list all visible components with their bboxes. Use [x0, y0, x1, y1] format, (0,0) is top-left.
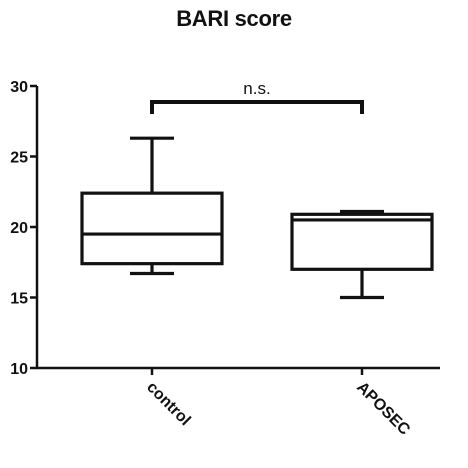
y-tick-label: 15: [10, 291, 28, 308]
y-tick-label: 10: [10, 361, 28, 378]
box-iqr: [290, 212, 434, 271]
significance-label: n.s.: [243, 79, 270, 98]
x-category-label: control: [143, 379, 193, 429]
y-tick-label: 30: [10, 79, 28, 96]
chart-title: BARI score: [176, 6, 292, 31]
x-category-label: APOSEC: [353, 379, 413, 439]
significance-bracket: [150, 100, 364, 114]
box-iqr: [80, 191, 224, 266]
y-tick-label: 25: [10, 150, 28, 167]
y-tick-label: 20: [10, 220, 28, 237]
